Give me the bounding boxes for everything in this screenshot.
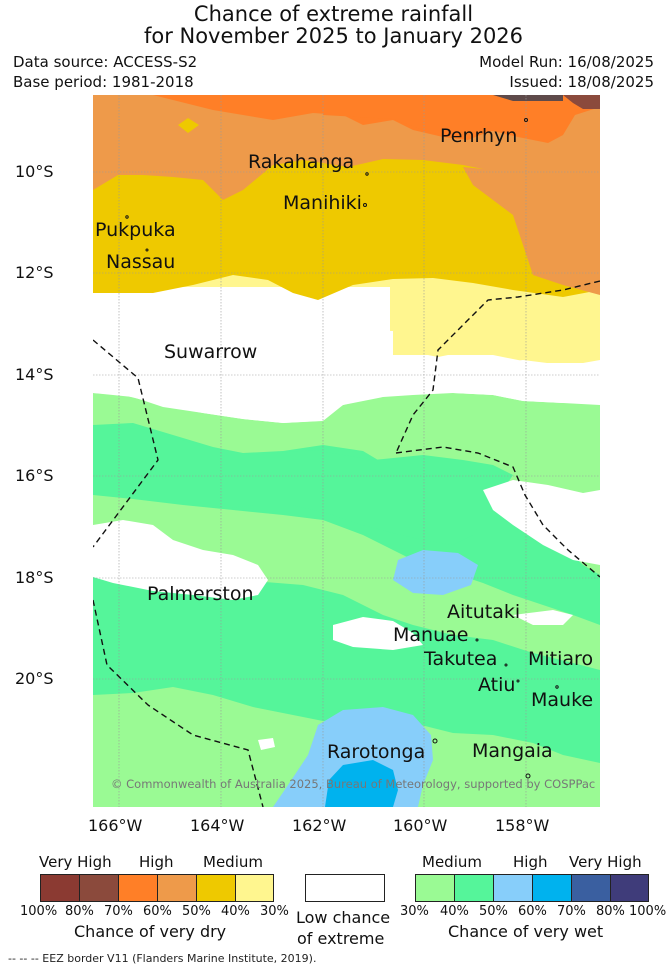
legend-wet-swatch-5 [571, 874, 610, 902]
legend-wet-swatch-3 [493, 874, 532, 902]
legend-wet-swatch-1 [415, 874, 454, 902]
lon-label-158w: 158°W [495, 816, 550, 835]
legend-wet-tick-70: 70% [557, 904, 586, 919]
lon-label-162w: 162°W [292, 816, 347, 835]
legend-wet-swatch-6 [610, 874, 649, 902]
legend-wet-swatch-4 [532, 874, 571, 902]
place-palmerston: Palmerston [147, 583, 254, 605]
legend-dry-medium: Medium [203, 853, 263, 871]
legend-wet-high: High [513, 853, 548, 871]
place-manihiki: Manihiki [283, 192, 362, 214]
brown-corner [563, 95, 600, 109]
eez-border [93, 280, 600, 807]
legend-dry-tick-80: 80% [65, 904, 94, 919]
legend-wet-medium: Medium [422, 853, 482, 871]
base-period: Base period: 1981-2018 [13, 73, 194, 91]
yellow-light-south [93, 287, 598, 357]
lightblue-patch-1 [393, 550, 478, 595]
lat-label-10s: 10°S [15, 162, 54, 181]
lat-label-18s: 18°S [15, 568, 54, 587]
model-run: Model Run: 16/08/2025 [479, 53, 654, 71]
legend-dry-swatch-1 [40, 874, 79, 902]
legend-wet-very-high: Very High [569, 853, 642, 871]
graticule [93, 95, 600, 807]
blue-patch [325, 760, 398, 807]
legend-dry-caption: Chance of very dry [74, 922, 227, 941]
place-penrhyn: Penrhyn [440, 125, 518, 147]
white-small-patch [258, 738, 275, 750]
lon-label-164w: 164°W [190, 816, 245, 835]
map-title-line1: Chance of extreme rainfall [193, 2, 474, 26]
orange-patch [323, 95, 600, 143]
legend-dry-tick-40: 40% [221, 904, 250, 919]
lightgreen-lobe-1 [93, 495, 600, 670]
lat-label-16s: 16°S [15, 466, 54, 485]
legend-dry-tick-100: 100% [20, 904, 58, 919]
darkbrown-corner [493, 95, 563, 101]
eez-border-note: -- -- -- EEZ border V11 (Flanders Marine… [8, 952, 317, 965]
place-pukpuka: Pukpuka [95, 219, 176, 241]
legend-low-swatch [305, 874, 385, 902]
legend-dry-tick-30: 30% [260, 904, 289, 919]
legend-low-caption-2: of extreme [297, 929, 385, 948]
legend-dry-swatch-6 [235, 874, 274, 902]
place-mangaia: Mangaia [472, 740, 553, 762]
place-atiu: Atiu [478, 674, 516, 696]
lat-label-12s: 12°S [15, 263, 54, 282]
legend-wet-caption: Chance of very wet [448, 922, 604, 941]
white-lowchance-band [93, 331, 600, 423]
place-rakahanga: Rakahanga [248, 151, 355, 173]
map-title-line2: for November 2025 to January 2026 [143, 24, 524, 48]
lon-label-166w: 166°W [88, 816, 143, 835]
copyright-notice: © Commonwealth of Australia 2025, Bureau… [111, 777, 596, 791]
data-source: Data source: ACCESS-S2 [13, 53, 198, 71]
legend-dry-high: High [139, 853, 174, 871]
white-left-patch [93, 520, 268, 600]
legend-dry-swatch-2 [79, 874, 118, 902]
legend-wet-swatch-2 [454, 874, 493, 902]
legend-dry-swatch-3 [118, 874, 157, 902]
legend-dry-tick-50: 50% [182, 904, 211, 919]
place-takutea: Takutea [424, 648, 498, 670]
legend-dry-swatch-4 [157, 874, 196, 902]
lat-label-14s: 14°S [15, 365, 54, 384]
legend-dry-tick-70: 70% [104, 904, 133, 919]
place-mitiaro: Mitiaro [528, 648, 594, 670]
legend-low-caption-1: Low chance [296, 908, 391, 927]
legend-wet-tick-60: 60% [518, 904, 547, 919]
place-aitutaki: Aitutaki [447, 601, 521, 623]
legend-wet-tick-100: 100% [629, 904, 667, 919]
rainfall-map [93, 95, 600, 807]
island-markers [125, 118, 559, 779]
gold-diamond [178, 118, 199, 133]
legend-dry-very-high: Very High [39, 853, 112, 871]
lon-label-160w: 160°W [393, 816, 448, 835]
tan-zone-right [463, 167, 600, 295]
legend-wet-tick-30: 30% [400, 904, 429, 919]
legend-wet-tick-40: 40% [440, 904, 469, 919]
place-manuae: Manuae [393, 624, 469, 646]
rainfall-map-svg [93, 95, 600, 807]
place-suwarrow: Suwarrow [164, 341, 258, 363]
legend-wet-tick-50: 50% [479, 904, 508, 919]
lat-label-20s: 20°S [15, 669, 54, 688]
place-mauke: Mauke [531, 689, 594, 711]
white-small-patch-2 [513, 610, 573, 625]
place-rarotonga: Rarotonga [327, 741, 426, 763]
place-nassau: Nassau [106, 251, 176, 273]
legend-wet-tick-80: 80% [596, 904, 625, 919]
white-palmerston-patch [333, 617, 423, 650]
green-band-mid [93, 425, 513, 545]
legend-dry-swatch-5 [196, 874, 235, 902]
issued-date: Issued: 18/08/2025 [509, 73, 654, 91]
legend-dry-tick-60: 60% [143, 904, 172, 919]
